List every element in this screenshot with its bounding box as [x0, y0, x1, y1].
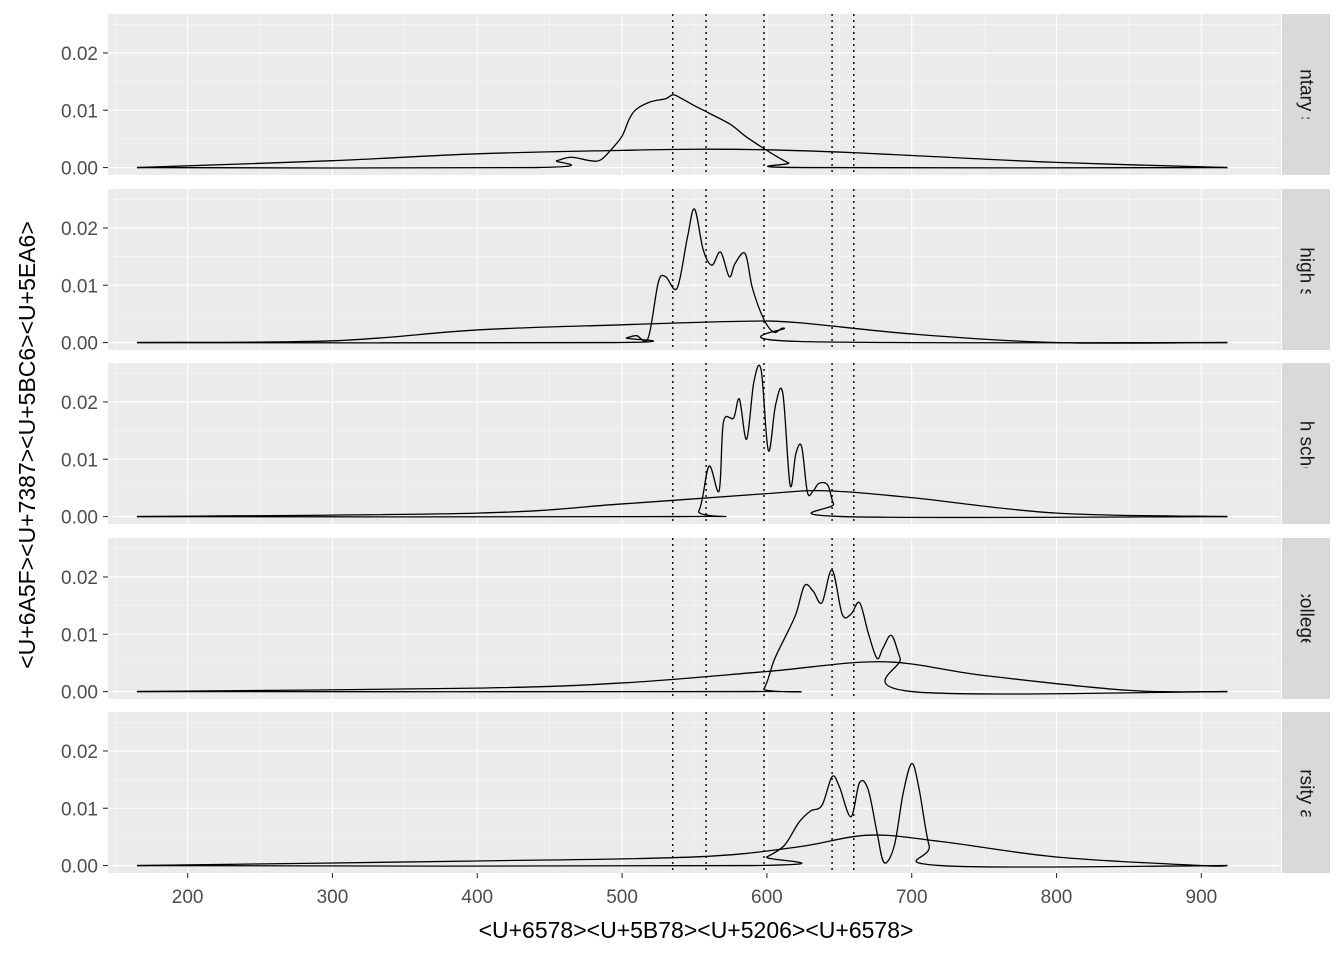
x-axis: 200 300 400 500 600 700 800 900 [172, 873, 1217, 908]
density-curve [136, 569, 1228, 695]
y-tick-label: 0.02 [61, 742, 98, 763]
density-curve [136, 208, 1228, 344]
x-tick-label: 500 [606, 887, 638, 908]
facet-panels: 0.000.010.02 elementary school0.000.010.0… [61, 14, 1330, 878]
facet-strip-label: junior high school [1296, 195, 1317, 344]
facet-strip [1282, 14, 1330, 175]
facet-strip [1282, 189, 1330, 350]
x-tick-label: 300 [317, 887, 349, 908]
x-tick-label: 800 [1041, 887, 1073, 908]
density-curve [136, 94, 1228, 169]
density-curve [136, 661, 1228, 693]
y-tick-label: 0.01 [61, 276, 98, 297]
facet-strip [1282, 363, 1330, 524]
x-tick-label: 700 [896, 887, 928, 908]
y-tick-label: 0.02 [61, 393, 98, 414]
x-tick-label: 900 [1186, 887, 1218, 908]
density-curve [136, 834, 1228, 867]
y-tick-label: 0.00 [61, 334, 98, 355]
density-curve [136, 489, 1228, 518]
facet-strip [1282, 538, 1330, 699]
x-tick-label: 200 [172, 887, 204, 908]
y-axis-title: <U+6A5F><U+7387><U+5BC6><U+5EA6> [14, 221, 40, 669]
y-tick-label: 0.02 [61, 44, 98, 65]
facet-panel: 0.00 0.01 0.02 elementary school [61, 14, 1330, 180]
density-curve [136, 762, 1228, 868]
density-curve [136, 148, 1228, 169]
x-axis-title: <U+6578><U+5B78><U+5206><U+6578> [479, 917, 914, 943]
facet-panel: 0.00 0.01 0.02 college [61, 538, 1330, 704]
facet-panel: 0.00 0.01 0.02 university above [61, 712, 1330, 878]
facet-strip-label: college [1296, 588, 1317, 648]
y-tick-label: 0.01 [61, 101, 98, 122]
y-tick-label: 0.01 [61, 450, 98, 471]
y-tick-label: 0.00 [61, 159, 98, 180]
x-tick-label: 600 [751, 887, 783, 908]
density-curve [136, 320, 1228, 344]
facet-panel: 0.00 0.01 0.02 high school [61, 363, 1330, 529]
facet-strip-label: high school [1296, 395, 1317, 491]
facet-strip-label: elementary school [1296, 17, 1317, 171]
y-tick-label: 0.00 [61, 508, 98, 529]
y-tick-label: 0.02 [61, 568, 98, 589]
y-tick-label: 0.01 [61, 625, 98, 646]
facet-strip-label: university above [1296, 724, 1317, 861]
x-tick-label: 400 [461, 887, 493, 908]
y-tick-label: 0.01 [61, 799, 98, 820]
y-tick-label: 0.00 [61, 857, 98, 878]
y-tick-label: 0.02 [61, 219, 98, 240]
density-curve [136, 364, 1228, 519]
facet-strip [1282, 712, 1330, 873]
facet-panel: 0.00 0.01 0.02 junior high school [61, 189, 1330, 355]
y-tick-label: 0.00 [61, 683, 98, 704]
